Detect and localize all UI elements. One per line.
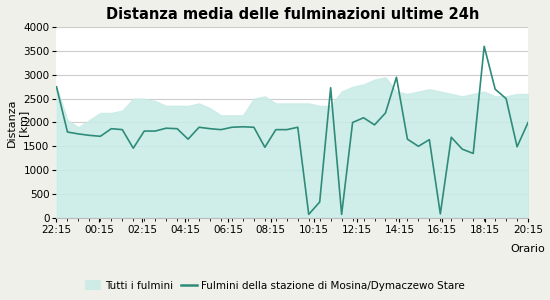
Y-axis label: Distanza
[km]: Distanza [km]	[7, 98, 29, 147]
Legend: Tutti i fulmini, Fulmini della stazione di Mosina/Dymaczewo Stare: Tutti i fulmini, Fulmini della stazione …	[81, 276, 469, 295]
X-axis label: Orario: Orario	[511, 244, 546, 254]
Title: Distanza media delle fulminazioni ultime 24h: Distanza media delle fulminazioni ultime…	[106, 7, 479, 22]
